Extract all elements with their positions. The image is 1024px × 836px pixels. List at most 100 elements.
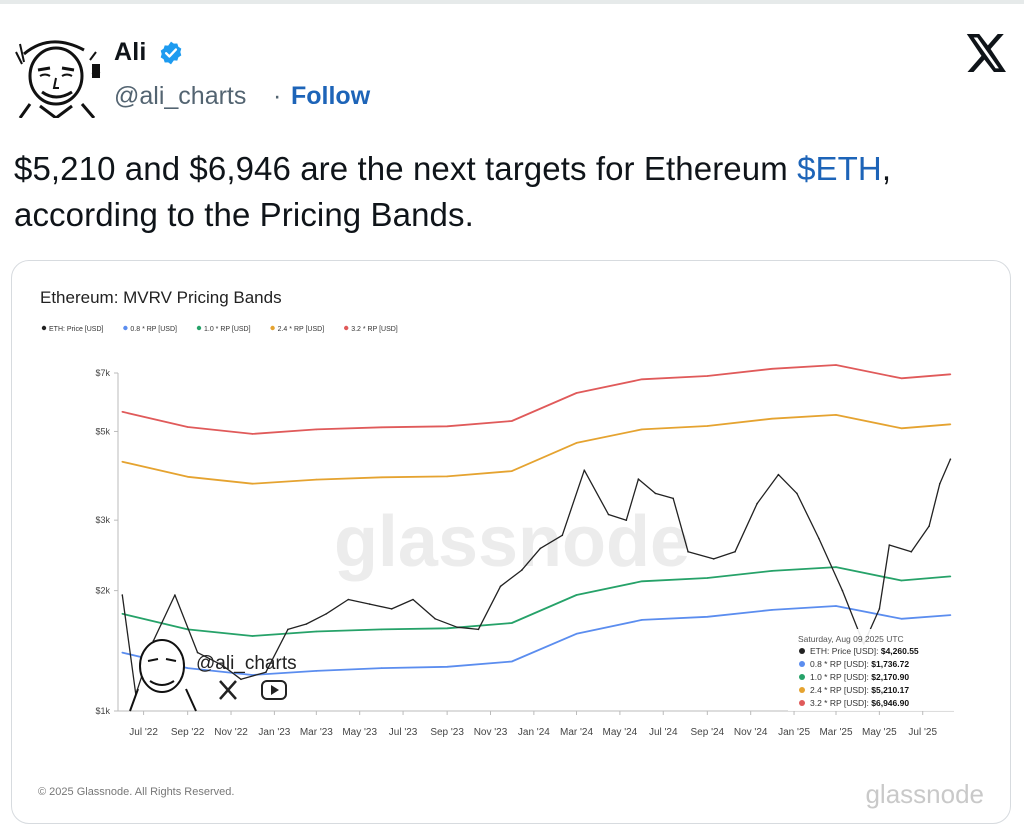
x-tick-label: May '24 <box>603 727 638 738</box>
data-point <box>575 442 578 444</box>
data-point <box>174 594 176 596</box>
data-point <box>287 628 289 631</box>
data-point <box>949 614 952 616</box>
x-tick-label: Jul '24 <box>649 727 678 738</box>
glassnode-brand: glassnode <box>865 779 984 809</box>
data-point <box>637 478 640 480</box>
data-point <box>756 502 758 505</box>
data-point <box>477 628 480 631</box>
x-tick-label: Jul '23 <box>389 727 418 738</box>
data-point <box>949 423 952 426</box>
data-point <box>949 373 952 376</box>
data-point <box>796 492 798 495</box>
data-point <box>900 427 903 430</box>
chart-watermark: glassnode <box>334 502 690 582</box>
data-point <box>325 613 328 615</box>
data-point <box>305 623 308 625</box>
data-point <box>412 598 414 601</box>
media-card[interactable]: glassnode Ethereum: MVRV Pricing Bands E… <box>11 260 1011 824</box>
data-point <box>511 622 513 624</box>
data-point <box>949 458 952 460</box>
x-tick-label: May '23 <box>342 727 377 738</box>
data-point <box>928 525 930 527</box>
data-point <box>380 426 383 429</box>
data-point <box>251 482 254 485</box>
data-point <box>521 569 523 571</box>
data-point <box>835 414 837 416</box>
overlay-handle: @ali_charts <box>196 653 297 674</box>
data-point <box>583 469 586 471</box>
x-tick-label: Nov '22 <box>214 727 248 738</box>
data-point <box>641 580 643 583</box>
x-tick-label: Nov '24 <box>734 727 768 738</box>
x-tick-label: Mar '25 <box>819 727 852 738</box>
tooltip-label: ETH: Price [USD]: $4,260.55 <box>810 646 919 656</box>
data-point <box>561 534 564 537</box>
data-point <box>835 566 837 568</box>
tooltip-date: Saturday, Aug 09 2025 UTC <box>798 634 904 644</box>
x-tick-label: Sep '22 <box>171 727 205 738</box>
data-point <box>240 678 242 681</box>
x-tick-label: Mar '24 <box>560 727 593 738</box>
data-point <box>706 375 709 377</box>
tooltip-value: $2,170.90 <box>871 672 909 682</box>
chart-title: Ethereum: MVRV Pricing Bands <box>40 288 282 307</box>
data-point <box>446 425 448 428</box>
data-point <box>939 482 941 485</box>
tooltip-label: 3.2 * RP [USD]: $6,946.90 <box>810 698 909 708</box>
tooltip-value: $4,260.55 <box>881 646 919 656</box>
x-tick-label: Jan '23 <box>258 727 290 738</box>
data-point <box>734 551 736 553</box>
data-point <box>641 619 643 621</box>
data-point <box>771 368 773 370</box>
data-point <box>888 544 891 546</box>
data-point <box>687 551 689 553</box>
cashtag-link[interactable]: $ETH <box>797 150 882 187</box>
x-tick-label: Mar '23 <box>300 727 333 738</box>
x-tick-label: Jul '22 <box>129 727 158 738</box>
data-point <box>575 633 578 635</box>
overlay-face-lines <box>147 658 177 686</box>
top-divider <box>0 0 1024 4</box>
legend-label: 0.8 * RP [USD] <box>130 326 177 333</box>
x-tick-label: Jan '25 <box>778 727 810 738</box>
data-point <box>878 608 881 610</box>
avatar[interactable] <box>10 34 104 118</box>
verified-badge-icon <box>160 41 182 65</box>
data-point <box>186 476 189 478</box>
data-point <box>900 377 903 380</box>
author-handle[interactable]: @ali_charts <box>114 82 247 110</box>
data-point <box>706 425 709 427</box>
legend-dot <box>270 325 275 331</box>
data-point <box>446 627 448 630</box>
data-point <box>265 671 267 673</box>
legend-label: 2.4 * RP [USD] <box>278 326 325 333</box>
data-point <box>771 417 773 420</box>
data-point <box>900 618 903 620</box>
y-tick-label: $7k <box>95 368 110 378</box>
overlay-face <box>139 639 185 693</box>
tooltip-value: $6,946.90 <box>871 698 909 708</box>
data-point <box>625 519 628 521</box>
data-point <box>575 392 578 394</box>
overlay-body <box>129 688 197 712</box>
data-point <box>841 589 844 592</box>
series-line <box>122 605 951 676</box>
tweet-text: $5,210 and $6,946 are the next targets f… <box>14 146 1004 238</box>
data-point <box>456 626 458 628</box>
data-point <box>706 616 709 618</box>
data-point <box>121 613 124 615</box>
legend-dot <box>123 325 128 331</box>
data-point <box>121 594 124 596</box>
overlay-avatar <box>129 639 197 712</box>
chart: glassnode Ethereum: MVRV Pricing Bands E… <box>38 288 984 809</box>
data-point <box>186 667 189 669</box>
tooltip-label: 1.0 * RP [USD]: $2,170.90 <box>810 672 909 682</box>
data-point <box>771 570 773 572</box>
copyright-text: © 2025 Glassnode. All Rights Reserved. <box>38 786 234 798</box>
data-point <box>196 651 199 654</box>
author-name[interactable]: Ali <box>114 38 147 66</box>
data-point <box>315 428 318 431</box>
x-logo-icon[interactable] <box>966 34 1008 72</box>
follow-button[interactable]: Follow <box>291 82 371 110</box>
